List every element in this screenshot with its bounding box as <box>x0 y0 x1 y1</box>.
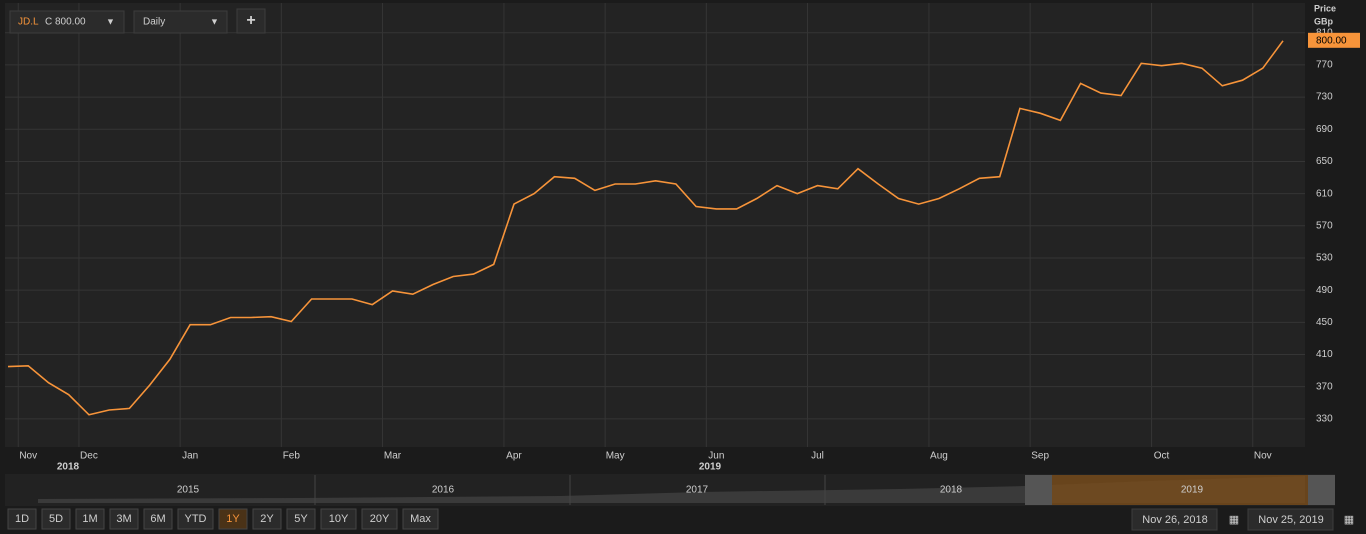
y-tick-label: 450 <box>1316 317 1333 328</box>
axis-title: Price <box>1314 3 1336 13</box>
range-button[interactable] <box>109 508 139 530</box>
x-tick-label: Nov <box>1254 451 1272 462</box>
price-line <box>7 40 1284 416</box>
range-label: 3M <box>116 513 131 525</box>
x-tick-label: Jan <box>182 451 198 462</box>
navigator-silhouette <box>38 476 1305 503</box>
range-button[interactable] <box>143 508 173 530</box>
symbol: JD.L <box>18 17 39 28</box>
x-tick-label: May <box>606 451 625 462</box>
dropdown-arrow[interactable]: ▼ <box>210 16 219 26</box>
add-label: + <box>246 12 255 29</box>
range-label: 5D <box>49 513 63 525</box>
navigator-year: 2019 <box>1181 485 1204 496</box>
range-button[interactable] <box>252 508 282 530</box>
y-tick-label: 530 <box>1316 253 1333 264</box>
y-tick-label: 370 <box>1316 381 1333 392</box>
range-label: 1Y <box>226 513 240 525</box>
navigator-handle[interactable] <box>1308 475 1335 505</box>
end-date-box[interactable] <box>1247 508 1334 531</box>
x-tick-label: Dec <box>80 451 98 462</box>
y-tick-label: 570 <box>1316 220 1333 231</box>
plot-area <box>5 3 1305 447</box>
range-button[interactable] <box>218 508 248 530</box>
y-tick-label: 410 <box>1316 349 1333 360</box>
x-tick-label: Jun <box>708 451 724 462</box>
series <box>7 40 1284 416</box>
end-date: Nov 25, 2019 <box>1258 514 1323 526</box>
range-buttons: 1D 5D 1M 3M 6M YTD 1Y 2Y 5Y 10Y 20Y Max <box>7 508 439 530</box>
navigator-year: 2015 <box>177 485 200 496</box>
calendar-icon[interactable]: ▦ <box>1344 514 1354 526</box>
range-button[interactable] <box>177 508 214 530</box>
x-tick-label: Mar <box>384 451 402 462</box>
interval-box[interactable] <box>133 10 228 34</box>
grid <box>5 3 1305 447</box>
range-label: 5Y <box>294 513 308 525</box>
range-label: 6M <box>150 513 165 525</box>
range-label: 1M <box>82 513 97 525</box>
range-button[interactable] <box>361 508 398 530</box>
range-label: 10Y <box>329 513 349 525</box>
quote: C 800.00 <box>45 17 86 28</box>
range-label: 20Y <box>370 513 390 525</box>
range-label: Max <box>410 513 431 525</box>
y-tick-label: 770 <box>1316 60 1333 71</box>
symbol-box[interactable] <box>9 10 125 34</box>
dropdown-arrow[interactable]: ▼ <box>106 16 115 26</box>
range-button[interactable] <box>41 508 71 530</box>
range-button[interactable] <box>75 508 105 530</box>
x-tick-label: Aug <box>930 451 948 462</box>
y-tick-label: 650 <box>1316 156 1333 167</box>
calendar-icon[interactable]: ▦ <box>1229 514 1239 526</box>
navigator-handle[interactable] <box>1025 475 1052 505</box>
navigator-year: 2018 <box>940 485 963 496</box>
x-tick-label: Nov <box>19 451 37 462</box>
range-label: 1D <box>15 513 29 525</box>
y-tick-label: 490 <box>1316 285 1333 296</box>
navigator-year: 2017 <box>686 485 709 496</box>
add-button[interactable] <box>236 8 266 34</box>
y-tick-label: 330 <box>1316 413 1333 424</box>
x-tick-label: Jul <box>811 451 824 462</box>
navigator-window[interactable] <box>1052 475 1308 505</box>
y-tick-label: 730 <box>1316 92 1333 103</box>
range-label: YTD <box>185 513 207 525</box>
range-button[interactable] <box>286 508 316 530</box>
y-tick-label: 690 <box>1316 124 1333 135</box>
x-tick-label: Feb <box>283 451 301 462</box>
last-price-label: 800.00 <box>1316 35 1347 46</box>
range-label: 2Y <box>260 513 274 525</box>
x-tick-label: Oct <box>1154 451 1170 462</box>
year-label: 2018 <box>57 462 80 473</box>
y-tick-label: 610 <box>1316 188 1333 199</box>
start-date-box[interactable] <box>1131 508 1218 531</box>
interval: Daily <box>143 17 165 28</box>
x-tick-label: Apr <box>506 451 522 462</box>
range-button[interactable] <box>7 508 37 530</box>
range-button[interactable] <box>320 508 357 530</box>
x-tick-label: Sep <box>1031 451 1049 462</box>
last-price-tag <box>1308 32 1360 48</box>
navigator-year: 2016 <box>432 485 455 496</box>
start-date: Nov 26, 2018 <box>1142 514 1207 526</box>
axis-unit: GBp <box>1314 16 1334 26</box>
year-label: 2019 <box>699 462 722 473</box>
range-button[interactable] <box>402 508 439 530</box>
